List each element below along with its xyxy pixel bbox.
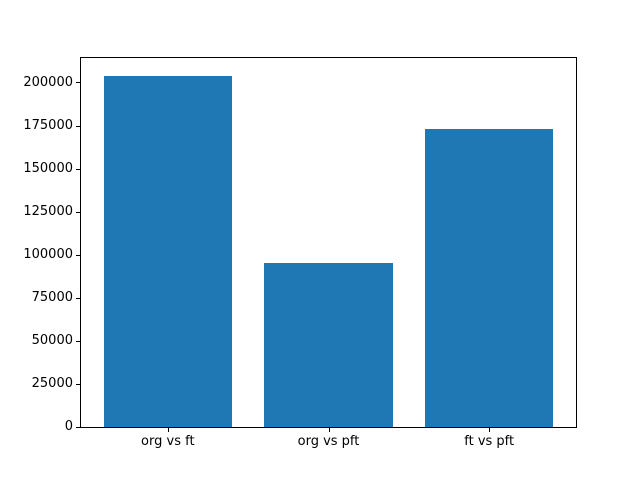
y-tick-mark: [76, 427, 80, 428]
bar-org-vs-ft: [103, 75, 233, 427]
y-tick-label: 100000: [23, 246, 73, 262]
y-tick-mark: [76, 126, 80, 127]
y-tick-mark: [76, 298, 80, 299]
y-tick-label: 50000: [31, 332, 73, 348]
x-tick-mark: [329, 428, 330, 432]
y-tick-mark: [76, 255, 80, 256]
y-tick-label: 150000: [23, 160, 73, 176]
x-tick-mark: [168, 428, 169, 432]
x-tick-label: org vs ft: [141, 434, 195, 449]
y-tick-label: 175000: [23, 117, 73, 133]
y-tick-mark: [76, 341, 80, 342]
y-tick-label: 200000: [23, 74, 73, 90]
y-tick-mark: [76, 169, 80, 170]
x-tick-mark: [489, 428, 490, 432]
y-tick-label: 0: [64, 419, 73, 434]
y-tick-mark: [76, 82, 80, 83]
x-tick-label: org vs pft: [297, 434, 360, 449]
x-tick-label: ft vs pft: [464, 434, 515, 449]
y-tick-mark: [76, 212, 80, 213]
y-tick-label: 75000: [31, 289, 73, 305]
bar-org-vs-pft: [264, 263, 393, 427]
y-tick-mark: [76, 384, 80, 385]
bar-ft-vs-pft: [424, 129, 554, 427]
y-tick-label: 125000: [23, 203, 73, 219]
y-tick-label: 25000: [31, 375, 73, 391]
